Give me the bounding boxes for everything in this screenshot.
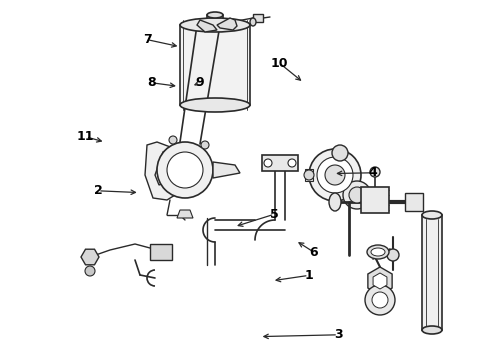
Polygon shape <box>177 210 193 218</box>
Text: 7: 7 <box>143 33 151 46</box>
Ellipse shape <box>329 193 341 211</box>
Bar <box>150 244 172 260</box>
Circle shape <box>370 167 380 177</box>
Circle shape <box>288 159 296 167</box>
Circle shape <box>365 285 395 315</box>
Circle shape <box>332 145 348 161</box>
Bar <box>253 14 263 22</box>
Ellipse shape <box>180 98 250 112</box>
Text: 5: 5 <box>270 208 279 221</box>
Text: 6: 6 <box>309 246 318 258</box>
Ellipse shape <box>180 18 250 32</box>
Polygon shape <box>145 142 177 200</box>
Ellipse shape <box>422 211 442 219</box>
Circle shape <box>201 141 209 149</box>
Circle shape <box>343 181 371 209</box>
Polygon shape <box>262 155 298 171</box>
Circle shape <box>349 187 365 203</box>
Circle shape <box>387 249 399 261</box>
Polygon shape <box>373 273 387 289</box>
Text: 8: 8 <box>147 76 156 89</box>
Text: 1: 1 <box>304 269 313 282</box>
Text: 10: 10 <box>270 57 288 69</box>
Circle shape <box>309 149 361 201</box>
Bar <box>180 25 250 105</box>
Circle shape <box>317 157 353 193</box>
Text: 11: 11 <box>77 130 95 143</box>
Circle shape <box>372 292 388 308</box>
Bar <box>405 193 423 211</box>
Ellipse shape <box>422 326 442 334</box>
Polygon shape <box>81 249 99 265</box>
Polygon shape <box>368 267 392 295</box>
Ellipse shape <box>367 245 389 259</box>
Circle shape <box>157 142 213 198</box>
Ellipse shape <box>207 12 223 18</box>
Text: 3: 3 <box>334 328 343 341</box>
Bar <box>422 215 442 330</box>
Ellipse shape <box>250 18 256 26</box>
Circle shape <box>325 165 345 185</box>
Ellipse shape <box>371 248 385 256</box>
Circle shape <box>167 152 203 188</box>
Circle shape <box>304 170 314 180</box>
Circle shape <box>85 266 95 276</box>
Circle shape <box>264 159 272 167</box>
Polygon shape <box>197 20 217 32</box>
Text: 9: 9 <box>196 76 204 89</box>
Polygon shape <box>217 18 237 30</box>
Text: 4: 4 <box>368 166 377 179</box>
Polygon shape <box>213 162 240 178</box>
Circle shape <box>169 136 177 144</box>
Bar <box>305 169 313 181</box>
Bar <box>361 187 389 213</box>
Text: 2: 2 <box>94 184 102 197</box>
